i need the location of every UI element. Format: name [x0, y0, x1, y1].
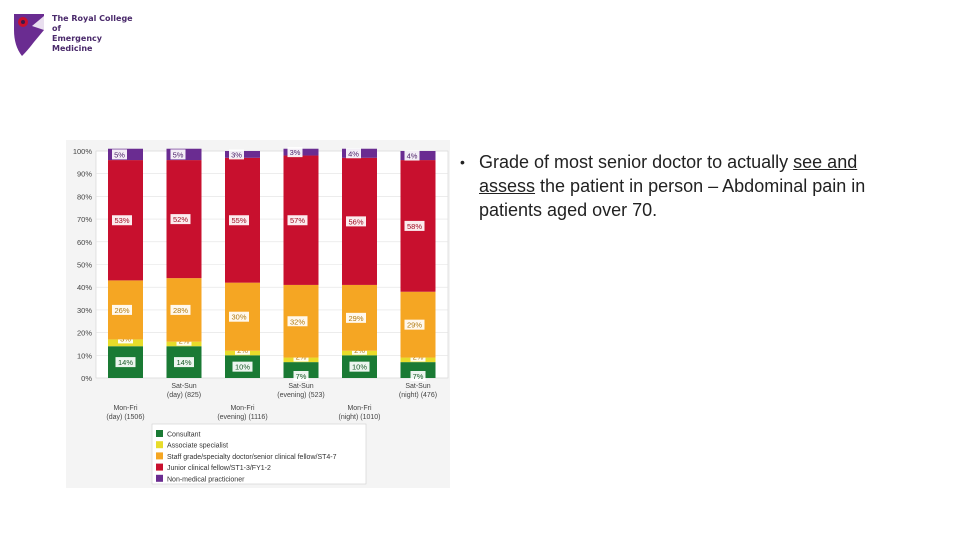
data-label-bg [115, 357, 136, 368]
rcem-shield-icon [14, 14, 44, 56]
y-tick-label: 80% [77, 192, 92, 201]
logo-line-2: Emergency Medicine [52, 34, 102, 53]
data-label-bg [346, 216, 366, 227]
stacked-bar-chart: 0% 10% 20% 30% 40% 50% 60% 70% 80% 90% 100% 14% 3% 26… [66, 140, 450, 488]
data-label: 29% [348, 314, 363, 323]
legend-swatch-staff [156, 452, 163, 460]
data-label-bg [112, 215, 132, 226]
data-label: 32% [290, 317, 305, 326]
x-tick-label: Mon-Fri [347, 405, 372, 412]
y-tick-label: 0% [81, 374, 92, 383]
x-tick-label: Sat-Sun [171, 383, 196, 390]
data-label: 3% [231, 150, 242, 159]
data-label-bg [112, 304, 132, 315]
x-tick-label: Sat-Sun [288, 383, 313, 390]
y-tick-label: 40% [77, 283, 92, 292]
data-label-bg [346, 312, 366, 323]
data-label: 4% [407, 152, 418, 161]
data-label: 7% [296, 372, 307, 381]
data-label: 7% [413, 372, 424, 381]
legend-swatch-consultant [156, 430, 163, 437]
data-label: 10% [352, 363, 367, 372]
data-label-bg [346, 148, 361, 159]
data-label: 14% [118, 358, 133, 367]
legend-label: Consultant [167, 432, 201, 439]
y-tick-label: 20% [77, 329, 92, 338]
bullet-dot-icon: • [460, 154, 465, 170]
data-label-bg [229, 149, 244, 160]
data-label-bg [410, 371, 426, 381]
bar-segment-consultant [283, 362, 319, 378]
y-tick-label: 50% [77, 261, 92, 270]
data-label-bg [404, 150, 420, 161]
data-label: 29% [407, 321, 422, 330]
legend-swatch-junior [156, 463, 163, 471]
bullet-text-underlined: see and assess [479, 152, 858, 196]
x-tick-label: Mon-Fri [113, 405, 138, 412]
chart-canvas: 0% 10% 20% 30% 40% 50% 60% 70% 80% 90% 100% 14% 3% 26… [73, 147, 449, 485]
data-label-bg [170, 304, 191, 315]
data-label-bg [287, 316, 308, 327]
data-label: 55% [231, 216, 246, 225]
data-label: 5% [173, 150, 184, 159]
rcem-logo-text: The Royal College of Emergency Medicine [52, 14, 142, 54]
legend-label: Staff grade/specialty doctor/senior clin… [167, 454, 337, 461]
x-tick-label: (day) (825) [167, 392, 201, 399]
data-label: 30% [231, 313, 246, 322]
bar-segment-consultant [400, 362, 436, 378]
y-tick-label: 10% [77, 351, 92, 360]
data-label-bg [174, 357, 194, 368]
x-tick-label: (night) (1010) [338, 414, 380, 421]
data-label-bg [229, 215, 249, 226]
legend-box [151, 423, 367, 485]
legend-swatch-nonmedical [156, 474, 163, 482]
y-tick-label: 30% [77, 306, 92, 315]
data-label: 5% [114, 150, 125, 159]
data-label: 53% [114, 216, 129, 225]
data-label: 56% [348, 217, 363, 226]
logo-line-1: The Royal College of [52, 14, 133, 33]
data-label-bg [232, 361, 253, 372]
data-label-bg [287, 215, 308, 226]
bullet-text: Grade of most senior doctor to actually … [479, 150, 899, 222]
x-tick-label: (day) (1506) [106, 414, 144, 421]
y-tick-label: 60% [77, 238, 92, 247]
x-tick-label: (evening) (523) [277, 392, 324, 399]
legend-label: Non-medical practicioner [167, 476, 245, 483]
bullet-text-before: Grade of most senior doctor to actually [479, 152, 794, 172]
data-label: 52% [173, 215, 188, 224]
data-label: 58% [407, 222, 422, 231]
data-label: 4% [348, 149, 359, 158]
y-tick-label: 90% [77, 170, 92, 179]
legend-swatch-associate [156, 441, 163, 449]
data-label-bg [170, 214, 191, 225]
data-label: 57% [290, 216, 305, 225]
data-label-bg [229, 311, 249, 322]
data-label: 14% [176, 358, 191, 367]
data-label-bg [293, 371, 309, 381]
bullet-text-after: the patient in person – Abdominal pain i… [479, 176, 866, 220]
data-label-bg [404, 220, 425, 231]
data-label: 3% [290, 148, 301, 157]
x-tick-label: (evening) (1116) [217, 414, 267, 421]
data-label-bg [349, 361, 370, 372]
data-label: 10% [235, 363, 250, 372]
data-label: 28% [173, 306, 188, 315]
legend-label: Associate specialist [167, 443, 228, 450]
data-label-bg [112, 149, 127, 160]
data-label-bg [404, 319, 425, 330]
y-tick-label: 100% [73, 147, 93, 156]
x-tick-label: (night) (476) [399, 392, 437, 399]
data-label: 26% [114, 306, 129, 315]
y-tick-label: 70% [77, 215, 92, 224]
x-tick-label: Sat-Sun [405, 383, 430, 390]
data-label-bg [287, 147, 303, 158]
rcem-logo: The Royal College of Emergency Medicine [12, 12, 142, 60]
x-tick-label: Mon-Fri [230, 405, 255, 412]
legend-label: Junior clinical fellow/ST1-3/FY1-2 [167, 465, 271, 472]
data-label-bg [170, 149, 186, 160]
